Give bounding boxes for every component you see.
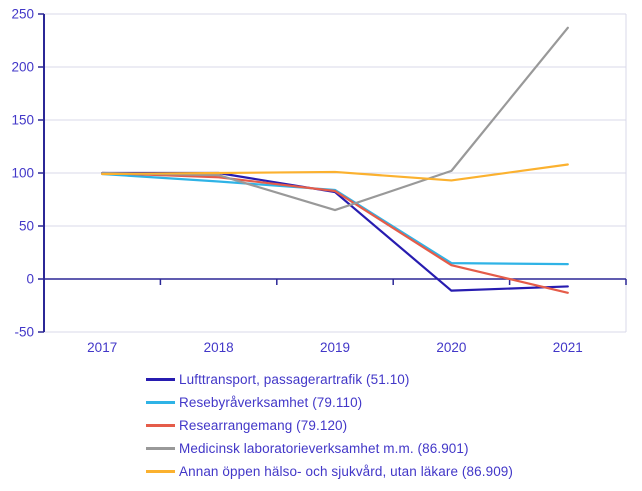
legend-swatch-medicinsk-laboratorieverksamhet-icon	[146, 446, 175, 450]
y-tick-label: -50	[14, 325, 34, 340]
legend-item-medicinsk-laboratorieverksamhet: Medicinsk laboratorieverksamhet m.m. (86…	[146, 440, 513, 456]
legend-label-lufttransport: Lufttransport, passagerartrafik (51.10)	[179, 371, 410, 387]
chart-legend: Lufttransport, passagerartrafik (51.10) …	[146, 371, 514, 479]
legend-item-annan-oppen-halso: Annan öppen hälso- och sjukvård, utan lä…	[146, 463, 514, 479]
legend-label-annan-oppen-halso: Annan öppen hälso- och sjukvård, utan lä…	[179, 463, 514, 479]
chart-canvas: 250 200 150 100 50 0 -50 2017 2018 2019 2020 2021	[11, 7, 627, 355]
y-tick-label: 250	[11, 7, 34, 22]
legend-swatch-annan-oppen-halso-icon	[146, 469, 175, 473]
legend-item-researrangemang: Researrangemang (79.120)	[146, 417, 513, 433]
legend-item-resebyraverksamhet: Resebyråverksamhet (79.110)	[146, 394, 513, 410]
y-tick-label: 0	[26, 272, 34, 287]
series-line-1	[101, 172, 569, 266]
series-line-3	[101, 26, 569, 212]
y-tick-label: 200	[11, 60, 34, 75]
legend-label-resebyraverksamhet: Resebyråverksamhet (79.110)	[179, 394, 363, 410]
series-line-4	[101, 163, 569, 182]
x-tick-label: 2019	[320, 340, 350, 355]
legend-label-medicinsk-laboratorieverksamhet: Medicinsk laboratorieverksamhet m.m. (86…	[179, 440, 469, 456]
legend-label-researrangemang: Researrangemang (79.120)	[179, 417, 348, 433]
x-tick-label: 2020	[436, 340, 466, 355]
legend-swatch-researrangemang-icon	[146, 423, 175, 427]
y-tick-label: 150	[11, 113, 34, 128]
y-tick-label: 50	[19, 219, 34, 234]
x-tick-label: 2017	[87, 340, 117, 355]
legend-item-lufttransport: Lufttransport, passagerartrafik (51.10)	[146, 371, 513, 387]
x-tick-label: 2018	[204, 340, 234, 355]
legend-swatch-lufttransport-icon	[146, 377, 175, 381]
legend-swatch-resebyraverksamhet-icon	[146, 400, 175, 404]
series-line-2	[101, 171, 569, 294]
y-tick-label: 100	[11, 166, 34, 181]
x-tick-label: 2021	[553, 340, 583, 355]
